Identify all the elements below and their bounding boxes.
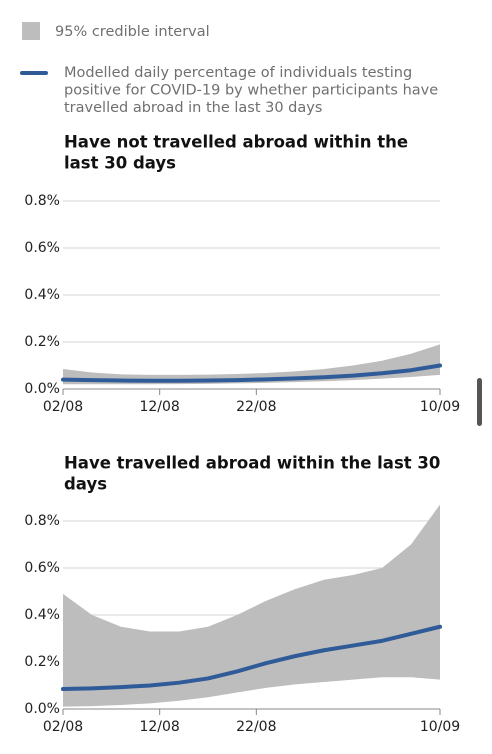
line xyxy=(61,624,442,692)
legend-label: positive for COVID-19 by whether partici… xyxy=(64,83,438,99)
y-tick-label: 0.8% xyxy=(24,513,60,529)
chart-title: Have not travelled abroad within the xyxy=(64,133,408,152)
scrollbar xyxy=(477,378,482,426)
y-tick-label: 0.6% xyxy=(24,240,60,256)
x-tick-label: 12/08 xyxy=(139,399,179,415)
x-tick-label: 12/08 xyxy=(139,719,179,735)
legend-label: 95% credible interval xyxy=(55,24,210,40)
y-tick-label: 0.6% xyxy=(24,560,60,576)
y-tick-label: 0.4% xyxy=(24,287,60,303)
chart-title: Have travelled abroad within the last 30 xyxy=(64,454,440,473)
y-tick-label: 0.2% xyxy=(24,654,60,670)
legend-label: Modelled daily percentage of individuals… xyxy=(64,65,412,81)
x-tick-label: 02/08 xyxy=(43,399,83,415)
line xyxy=(61,363,442,383)
chart-title: last 30 days xyxy=(64,154,176,173)
x-tick-label: 22/08 xyxy=(236,719,276,735)
y-tick-label: 0.0% xyxy=(24,381,60,397)
y-tick-label: 0.2% xyxy=(24,334,60,350)
y-tick-label: 0.8% xyxy=(24,193,60,209)
x-tick-label: 22/08 xyxy=(236,399,276,415)
x-tick-label: 10/09 xyxy=(420,399,460,415)
credible-interval xyxy=(63,504,440,707)
x-tick-label: 10/09 xyxy=(420,719,460,735)
chart-title: days xyxy=(64,475,107,494)
legend-swatch xyxy=(22,22,40,40)
legend-label: travelled abroad in the last 30 days xyxy=(64,100,322,116)
x-tick-label: 02/08 xyxy=(43,719,83,735)
y-tick-label: 0.0% xyxy=(24,701,60,717)
y-tick-label: 0.4% xyxy=(24,607,60,623)
